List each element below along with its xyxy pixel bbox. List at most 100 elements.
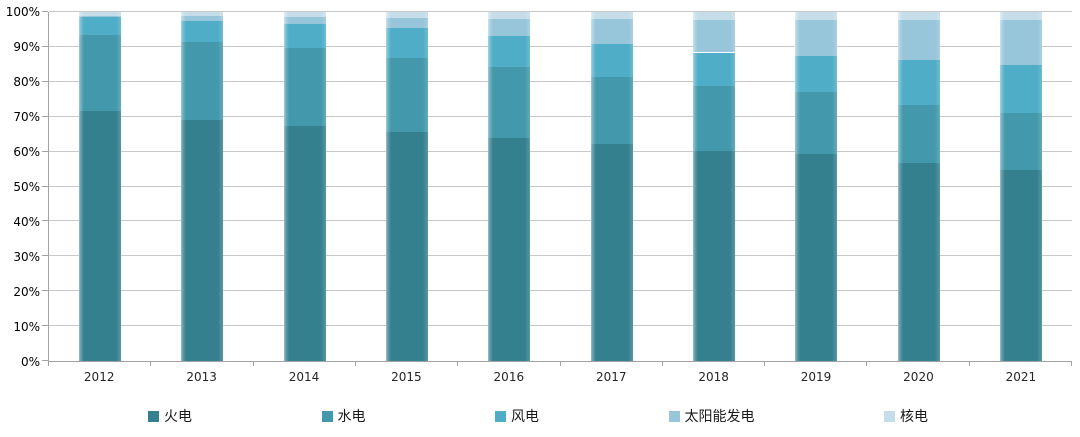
legend-item-nuclear: 核电 <box>884 406 928 426</box>
legend-label-wind: 风电 <box>511 409 539 425</box>
bar-column-2015 <box>356 12 458 361</box>
bar-2013-segment-wind <box>181 20 224 42</box>
bar-2013 <box>181 12 224 361</box>
bar-2012 <box>79 12 122 361</box>
bar-column-2016 <box>458 12 560 361</box>
x-axis-tick <box>252 361 254 366</box>
bar-2017-segment-wind <box>590 44 633 77</box>
bar-2021-segment-thermal <box>999 170 1042 361</box>
gridline <box>49 115 1072 117</box>
bar-2013-segment-solar <box>181 16 224 21</box>
bar-2014 <box>283 12 326 361</box>
bar-2020 <box>897 12 940 361</box>
bar-2018-segment-wind <box>692 52 735 87</box>
bar-2012-segment-hydro <box>79 35 122 112</box>
x-axis-label-2017: 2017 <box>595 370 627 384</box>
bar-2019-segment-nuclear <box>795 12 838 21</box>
y-axis-label: 10% <box>13 320 40 334</box>
gridline <box>49 185 1072 187</box>
y-axis-label: 50% <box>13 180 40 194</box>
bar-column-2013 <box>151 12 253 361</box>
y-axis-tick <box>42 185 48 187</box>
bar-2014-segment-solar <box>283 17 326 24</box>
legend-item-wind: 风电 <box>495 406 539 426</box>
y-axis-label: 20% <box>13 285 40 299</box>
bar-2018-segment-thermal <box>692 150 735 361</box>
bar-2016-segment-thermal <box>488 137 531 361</box>
bar-2020-segment-wind <box>897 60 940 105</box>
gridline <box>49 325 1072 327</box>
bar-2021-segment-nuclear <box>999 12 1042 20</box>
gridline <box>49 11 1072 12</box>
bar-2018-segment-nuclear <box>692 12 735 21</box>
bar-2017-segment-hydro <box>590 76 633 144</box>
legend-label-hydro: 水电 <box>337 409 366 425</box>
legend-swatch-nuclear <box>884 410 895 422</box>
x-axis-label-2019: 2019 <box>800 370 832 384</box>
y-axis-tick <box>42 325 48 327</box>
bar-2017-segment-nuclear <box>590 12 633 19</box>
x-axis-tick <box>559 361 561 366</box>
bar-2020-segment-solar <box>897 20 940 61</box>
y-axis-tick <box>42 360 48 361</box>
legend-item-thermal: 火电 <box>148 406 192 426</box>
bar-2020-segment-thermal <box>897 163 940 361</box>
legend-swatch-wind <box>495 410 506 422</box>
y-axis-label: 30% <box>13 250 40 264</box>
bar-column-2018 <box>663 12 765 361</box>
bar-2021 <box>999 12 1042 361</box>
x-axis-label-2021: 2021 <box>1005 370 1037 384</box>
bar-2014-segment-nuclear <box>283 12 326 18</box>
x-axis-label-2018: 2018 <box>698 370 729 384</box>
y-axis-label: 70% <box>13 110 40 124</box>
bar-2012-segment-thermal <box>79 111 122 361</box>
y-axis-tick <box>42 150 48 152</box>
x-axis-tick <box>354 361 356 366</box>
bar-column-2019 <box>765 12 867 361</box>
bar-2015-segment-nuclear <box>386 12 429 18</box>
bar-2016-segment-solar <box>488 19 531 36</box>
bar-2017-segment-solar <box>590 19 633 45</box>
x-axis-tick <box>764 361 766 366</box>
bar-2019 <box>795 12 838 361</box>
bar-2019-segment-wind <box>795 56 838 93</box>
bar-2013-segment-hydro <box>181 41 224 120</box>
bar-2018 <box>692 12 735 361</box>
y-axis-label: 60% <box>13 145 40 159</box>
y-axis-label: 90% <box>13 40 40 54</box>
bar-2015-segment-wind <box>386 27 429 58</box>
bar-2016 <box>488 12 531 361</box>
gridline <box>49 45 1072 47</box>
bar-2014-segment-thermal <box>283 125 326 361</box>
x-axis-tick <box>150 361 152 366</box>
bar-2013-segment-thermal <box>181 119 224 361</box>
x-axis-label-2014: 2014 <box>288 370 320 384</box>
y-axis-tick <box>42 80 48 82</box>
bar-2021-segment-hydro <box>999 112 1042 171</box>
bar-2012-segment-nuclear <box>79 12 122 16</box>
x-axis-label-2016: 2016 <box>493 370 525 384</box>
bar-2015-segment-solar <box>386 17 429 28</box>
gridline <box>49 255 1072 257</box>
gridline <box>49 80 1072 82</box>
bar-2017 <box>590 12 633 361</box>
y-axis-tick <box>42 220 48 222</box>
bar-2014-segment-wind <box>283 23 326 49</box>
legend-swatch-solar <box>668 410 680 422</box>
gridline <box>49 220 1072 222</box>
y-axis-tick <box>42 290 48 292</box>
bar-2015 <box>386 12 429 361</box>
x-axis-tick <box>48 361 49 366</box>
legend-swatch-thermal <box>148 410 159 422</box>
bar-2019-segment-thermal <box>795 154 838 361</box>
x-axis-tick <box>968 361 970 366</box>
x-axis-label-2012: 2012 <box>83 370 115 384</box>
bar-column-2021 <box>970 12 1072 361</box>
x-axis-label-2015: 2015 <box>391 370 422 384</box>
y-axis-tick <box>42 11 48 12</box>
bar-2012-segment-wind <box>79 16 122 36</box>
gridline <box>49 150 1072 152</box>
legend-label-nuclear: 核电 <box>900 409 928 425</box>
legend-item-hydro: 水电 <box>321 406 366 426</box>
y-axis-label: 80% <box>13 75 40 89</box>
